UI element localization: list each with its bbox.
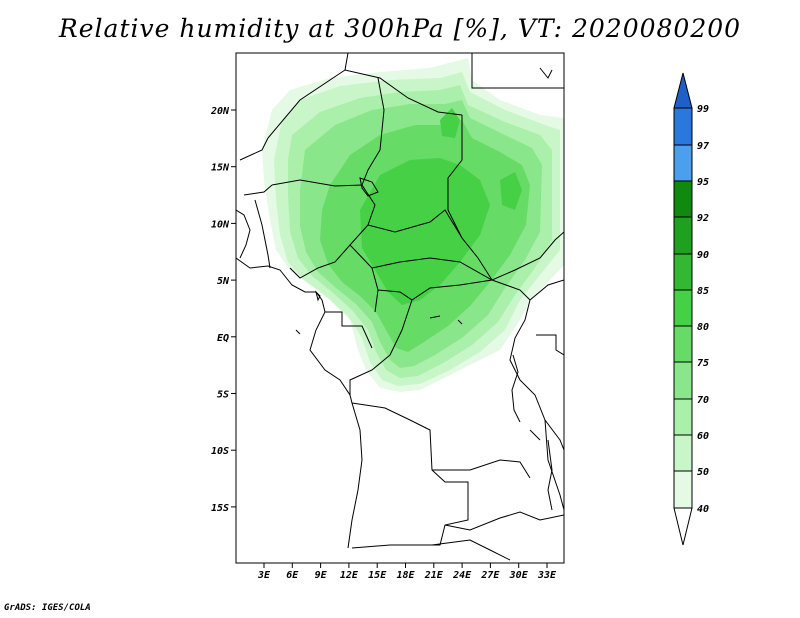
colorbar-segment	[673, 216, 693, 255]
lon-tick-label: 3E	[257, 570, 271, 581]
border-line	[544, 419, 564, 511]
border-line	[367, 209, 493, 281]
border-line	[349, 289, 413, 395]
border-line	[431, 539, 511, 561]
border-line	[509, 299, 531, 381]
coastline	[236, 209, 251, 259]
colorbar-segment	[673, 289, 693, 327]
lat-tick-label: 20N	[210, 106, 230, 117]
colorbar-label: 99	[697, 104, 709, 115]
border-line	[536, 334, 564, 356]
lake-chad	[359, 177, 379, 197]
border-line	[267, 69, 463, 139]
colorbar-segment	[673, 325, 693, 363]
colorbar-label: 95	[697, 177, 709, 188]
border-line	[444, 511, 564, 531]
border-line	[529, 279, 564, 301]
border-line	[491, 231, 564, 281]
colorbar-segment	[673, 144, 693, 182]
island-outline	[315, 290, 321, 302]
lat-tick-label: 15N	[211, 163, 230, 174]
country-borders	[236, 53, 564, 561]
colorbar-segment	[673, 253, 693, 291]
lake-outline	[529, 429, 541, 441]
colorbar-label: 97	[697, 141, 709, 152]
colorbar-segment	[673, 180, 693, 218]
border-line	[447, 115, 463, 239]
lon-tick-label: 21E	[424, 570, 444, 581]
map-title: Relative humidity at 300hPa [%], VT: 202…	[58, 14, 742, 43]
lat-tick-label: 15S	[211, 503, 229, 514]
lake-outline	[511, 354, 521, 423]
colorbar-segment	[673, 72, 693, 109]
coastline	[539, 67, 553, 79]
lon-tick-label: 33E	[537, 570, 557, 581]
border-line	[349, 244, 379, 313]
lon-tick-label: 6E	[286, 570, 299, 581]
lat-tick-label: 5N	[217, 276, 230, 287]
lon-tick-label: 27E	[480, 570, 500, 581]
colorbar-segment	[673, 107, 693, 146]
colorbar-label: 70	[697, 395, 709, 406]
lake-outline	[547, 439, 553, 511]
border-line	[239, 137, 269, 161]
border-line	[519, 379, 564, 451]
colorbar-label: 90	[697, 250, 709, 261]
lon-tick-label: 18E	[396, 570, 415, 581]
lon-tick-label: 15E	[368, 570, 387, 581]
island-outline	[295, 329, 301, 335]
island-outline	[457, 319, 463, 325]
island-outline	[429, 315, 441, 319]
lon-tick-label: 9E	[315, 570, 328, 581]
latitude-axis: 20N 15N 10N 5N EQ 5S 10S 15S	[210, 106, 236, 514]
humidity-region-80-85	[500, 172, 522, 210]
longitude-axis: 3E 6E 9E 12E 15E 18E 21E 24E 27E 30E 33E	[257, 563, 557, 581]
colorbar-label: 80	[697, 322, 709, 333]
colorbar-label: 60	[697, 431, 709, 442]
border-line	[344, 53, 349, 71]
humidity-shading	[262, 58, 564, 392]
colorbar: 99 97 95 92 90 85 80 75 70 60 50 40	[673, 72, 709, 546]
border-line	[351, 402, 469, 549]
colorbar-segment	[673, 398, 693, 436]
coastline	[236, 257, 363, 549]
humidity-region-80-85	[360, 158, 490, 305]
border-line	[254, 199, 271, 269]
colorbar-segment	[673, 434, 693, 472]
colorbar-segment	[673, 470, 693, 509]
border-line	[411, 279, 493, 301]
colorbar-label: 85	[697, 286, 709, 297]
colorbar-label: 75	[697, 358, 709, 369]
colorbar-segment	[673, 507, 693, 546]
lon-tick-label: 24E	[452, 570, 472, 581]
border-line	[243, 184, 273, 196]
lat-tick-label: 10N	[211, 219, 230, 230]
colorbar-segment	[673, 361, 693, 400]
colorbar-label: 50	[697, 467, 709, 478]
humidity-region-80-85	[440, 108, 460, 138]
border-line	[471, 53, 564, 89]
lon-tick-label: 12E	[340, 570, 359, 581]
colorbar-label: 92	[697, 213, 709, 224]
border-line	[361, 77, 385, 186]
lon-tick-label: 30E	[509, 570, 529, 581]
border-line	[371, 257, 531, 301]
colorbar-label: 40	[697, 504, 709, 515]
grads-credit: GrADS: IGES/COLA	[4, 603, 91, 613]
lat-tick-label: EQ	[217, 333, 229, 344]
border-line	[432, 459, 531, 479]
lat-tick-label: 10S	[211, 446, 229, 457]
map-frame	[235, 52, 565, 564]
lat-tick-label: 5S	[217, 390, 229, 401]
border-line	[325, 311, 373, 349]
